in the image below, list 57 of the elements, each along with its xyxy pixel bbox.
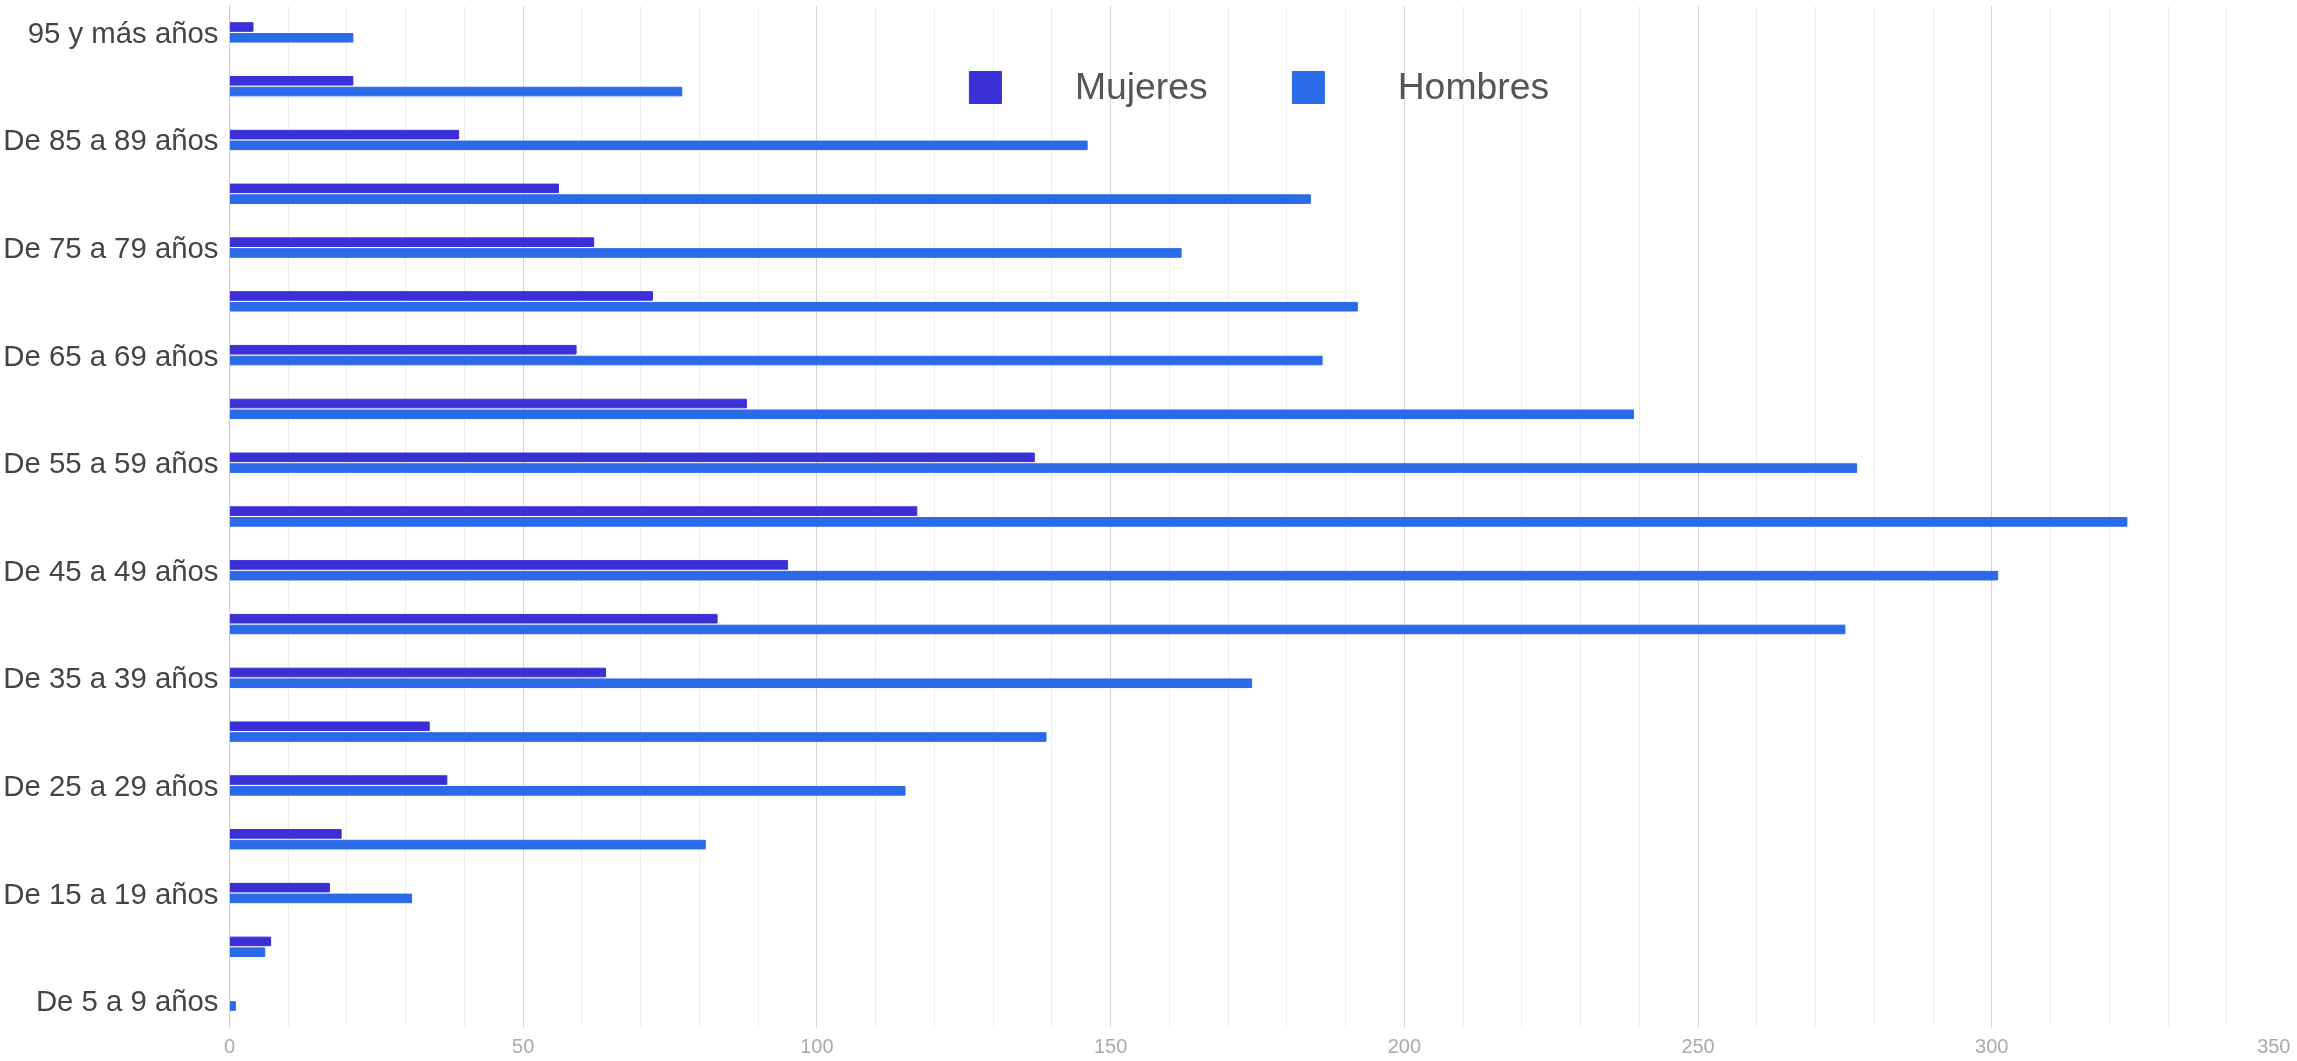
bar (229, 291, 653, 301)
x-tick-label: 350 (2257, 1034, 2291, 1057)
y-tick-label: De 5 a 9 años (35, 984, 219, 1018)
bar (229, 237, 595, 247)
y-tick-label: De 15 a 19 años (3, 876, 219, 910)
bar (229, 129, 460, 140)
y-tick-label: De 45 a 49 años (3, 553, 219, 587)
bar (229, 183, 559, 194)
bar (229, 613, 718, 624)
bar (229, 560, 789, 570)
bar (229, 829, 342, 839)
bar (229, 32, 354, 43)
legend-label: Mujeres (1074, 65, 1208, 108)
bar (229, 76, 354, 86)
bar (229, 248, 1182, 258)
bar (229, 839, 706, 850)
bar (229, 22, 254, 32)
bar (229, 355, 1323, 366)
y-tick-label: De 55 a 59 años (3, 446, 219, 480)
bar (229, 398, 747, 409)
bar (229, 936, 272, 947)
bar (229, 344, 577, 355)
y-tick-label: De 85 a 89 años (3, 123, 219, 157)
bar (229, 409, 1634, 420)
bar (229, 947, 266, 957)
bar (229, 775, 448, 785)
bar (229, 732, 1047, 742)
bar (229, 882, 330, 893)
bar (229, 301, 1358, 312)
y-tick-label: De 35 a 39 años (3, 661, 219, 695)
y-tick-label: De 65 a 69 años (3, 338, 219, 372)
bar (229, 893, 413, 904)
bar (229, 667, 606, 678)
bar (229, 452, 1035, 463)
x-tick-label: 50 (512, 1034, 535, 1057)
x-tick-label: 150 (1093, 1034, 1128, 1057)
x-tick-label: 200 (1387, 1034, 1422, 1057)
x-tick-label: 300 (1975, 1034, 2009, 1057)
bar (229, 463, 1858, 473)
bar (229, 517, 2128, 527)
bar (229, 194, 1311, 204)
bar (229, 140, 1088, 151)
bar (229, 786, 906, 796)
bar (229, 1001, 236, 1011)
bar (229, 570, 1999, 581)
bar (229, 86, 683, 97)
bar (229, 624, 1846, 635)
bar (229, 506, 918, 516)
y-tick-label: 95 y más años (27, 15, 219, 49)
y-tick-label: De 25 a 29 años (3, 768, 219, 802)
x-tick-label: 0 (223, 1034, 236, 1057)
bar (229, 721, 430, 732)
x-tick-label: 100 (800, 1034, 834, 1057)
bar (229, 678, 1253, 689)
y-tick-label: De 75 a 79 años (3, 231, 219, 265)
legend-label: Hombres (1397, 65, 1550, 108)
x-tick-label: 250 (1681, 1034, 1715, 1057)
